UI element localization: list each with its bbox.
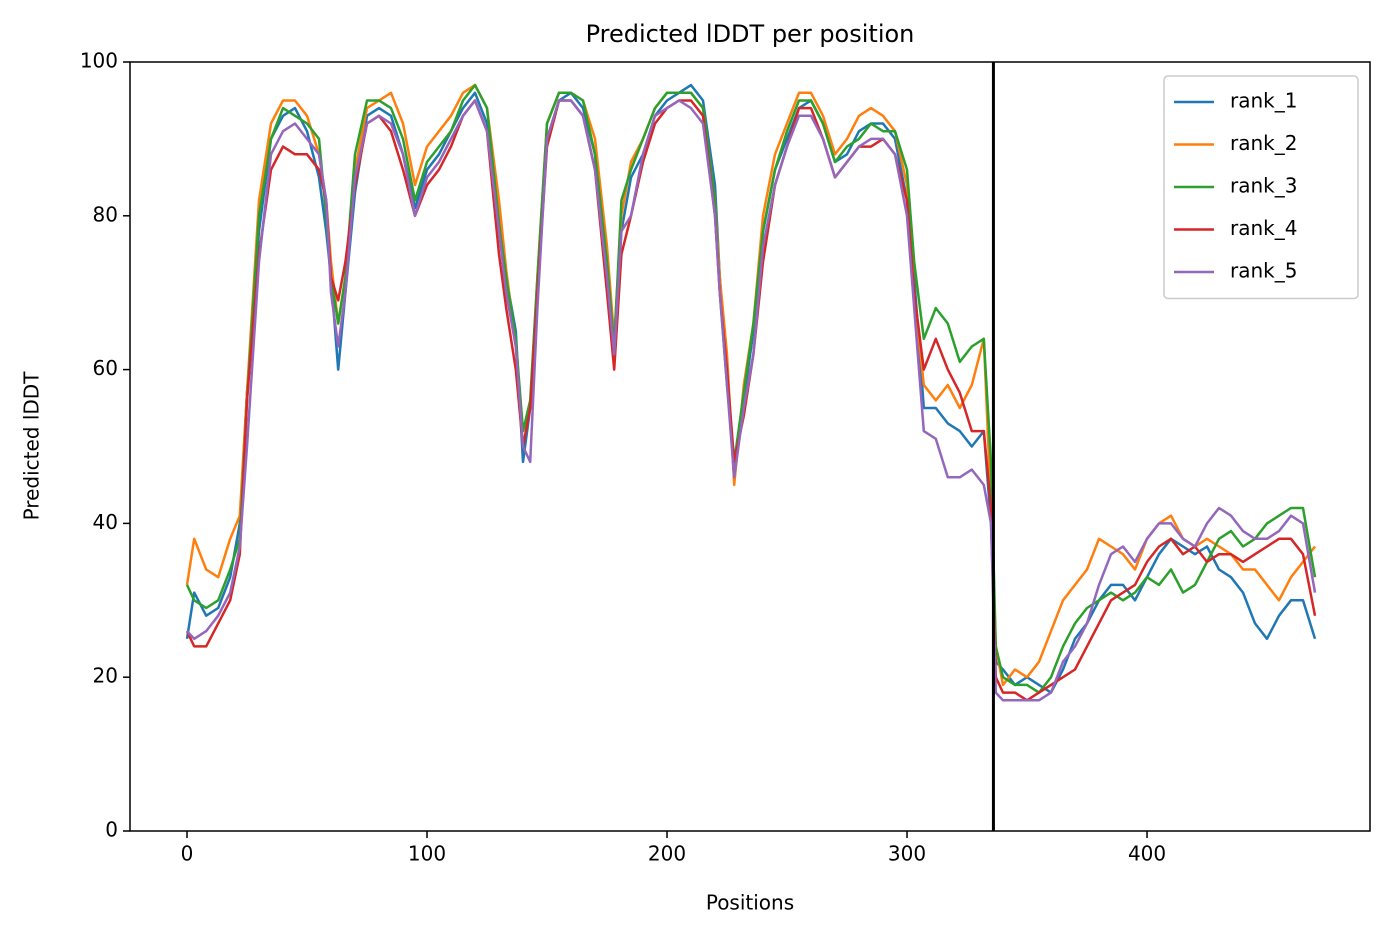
y-tick-label: 40	[93, 510, 118, 534]
y-axis-label: Predicted lDDT	[20, 371, 44, 521]
x-tick-label: 300	[888, 842, 926, 866]
series-line	[186, 99, 1317, 702]
y-tick-label: 80	[93, 202, 118, 226]
chart-title: Predicted lDDT per position	[586, 20, 915, 48]
legend-label: rank_4	[1230, 216, 1297, 240]
x-axis-label: Positions	[706, 891, 794, 915]
y-tick-label: 100	[80, 49, 118, 73]
legend-label: rank_1	[1230, 89, 1297, 113]
legend: rank_1 rank_2 rank_3 rank_4 rank_5	[1163, 75, 1359, 300]
legend-label: rank_3	[1230, 174, 1297, 198]
y-tick-label: 60	[93, 356, 118, 380]
legend-box	[1163, 75, 1359, 300]
plot-frame	[129, 61, 1371, 832]
legend-label: rank_5	[1230, 259, 1297, 283]
x-tick-label: 200	[648, 842, 686, 866]
x-tick-label: 400	[1128, 842, 1166, 866]
x-tick-label: 100	[408, 842, 446, 866]
legend-label: rank_2	[1230, 131, 1297, 155]
x-tick-label: 0	[181, 842, 194, 866]
y-tick-label: 20	[93, 664, 118, 688]
series-line	[185, 83, 1316, 687]
y-tick-label: 0	[105, 818, 118, 842]
